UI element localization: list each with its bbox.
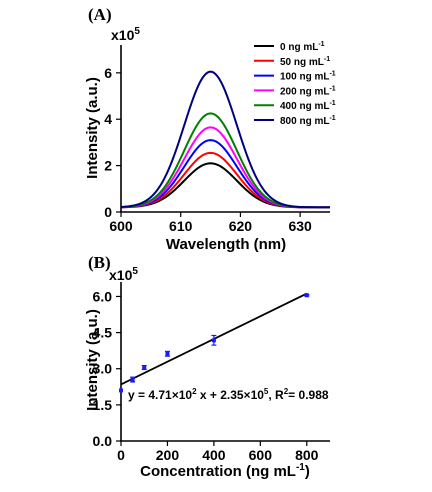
spectrum-series-line <box>120 139 330 209</box>
legend-entry: 0 ng mL-1 <box>280 41 325 53</box>
panel-b-x-tick-label: 600 <box>249 447 273 463</box>
data-point <box>211 338 216 343</box>
data-point <box>130 377 135 382</box>
panel-a-y-tick-label: 6 <box>104 65 112 81</box>
legend-entry: 100 ng mL-1 <box>280 71 336 83</box>
panel-b-points <box>119 293 310 393</box>
spectrum-series-line <box>120 70 330 209</box>
legend-entry: 50 ng mL-1 <box>280 56 330 68</box>
panel-a-x-tick-label: 620 <box>229 218 253 234</box>
panel-a-y-axis-title: Intensity (a.u.) <box>84 77 101 179</box>
panel-b-fit-equation: y = 4.71×102 x + 2.35×105, R2= 0.988 <box>128 387 329 402</box>
legend-entry: 400 ng mL-1 <box>280 100 336 112</box>
panel-a-x-tick-label: 600 <box>109 218 133 234</box>
data-point <box>165 351 170 356</box>
panel-a-x-axis-title: Wavelength (nm) <box>166 236 286 253</box>
panel-a-x-tick-label: 630 <box>288 218 312 234</box>
data-point <box>304 293 309 298</box>
panel-b: (B) x105 0 200 400 600 800 0.0 1.5 3.0 4.5 6.0 y … <box>84 253 330 480</box>
panel-b-y-multiplier: x105 <box>109 266 138 283</box>
panel-b-y-axis-title: Intensity (a.u.) <box>84 309 101 411</box>
panel-b-x-axis-title: Concentration (ng mL-1) <box>140 462 310 480</box>
data-point <box>142 365 147 370</box>
panel-b-y-tick-label: 4.5 <box>93 325 113 341</box>
panel-b-x-tick-label: 400 <box>202 447 226 463</box>
panel-a-y-multiplier: x105 <box>111 26 140 43</box>
panel-a-label: (A) <box>88 5 112 24</box>
legend-entry: 800 ng mL-1 <box>280 115 336 127</box>
panel-a-y-tick-label: 0 <box>104 204 112 220</box>
panel-b-label: (B) <box>88 253 111 272</box>
panel-a-x-tick-label: 610 <box>169 218 193 234</box>
panel-b-x-tick-label: 800 <box>295 447 319 463</box>
panel-a-y-tick-label: 2 <box>104 158 112 174</box>
panel-a-legend: 0 ng mL-1 50 ng mL-1 100 ng mL-1 200 ng mL-… <box>254 41 336 127</box>
panel-b-y-tick-label: 1.5 <box>93 397 113 413</box>
panel-a: (A) x105 600 610 620 630 0 2 4 6 Wavelength (nm… <box>84 5 336 253</box>
panel-a-y-tick-label: 4 <box>104 111 112 127</box>
panel-b-ticks: 0 200 400 600 800 0.0 1.5 3.0 4.5 6.0 <box>93 288 319 463</box>
panel-a-curves <box>120 70 330 209</box>
panel-b-x-tick-label: 0 <box>117 447 125 463</box>
panel-b-y-tick-label: 6.0 <box>93 288 113 304</box>
panel-b-y-tick-label: 3.0 <box>93 361 113 377</box>
panel-b-y-tick-label: 0.0 <box>93 433 113 449</box>
legend-entry: 200 ng mL-1 <box>280 85 336 97</box>
data-point <box>119 388 123 393</box>
panel-b-x-tick-label: 200 <box>156 447 180 463</box>
panel-a-ticks: 600 610 620 630 0 2 4 6 <box>104 65 312 234</box>
